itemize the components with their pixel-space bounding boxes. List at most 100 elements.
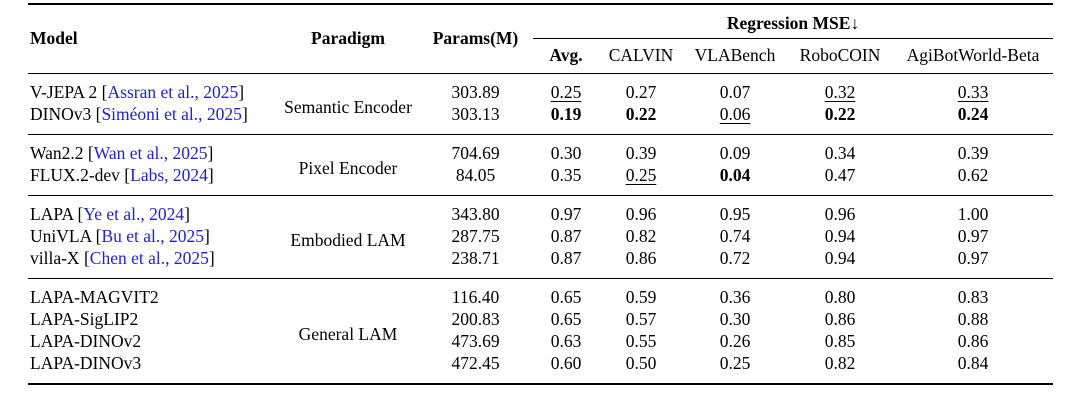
citation-open-bracket: [ [95, 226, 102, 246]
mse-cell-calvin: 0.39 [599, 133, 683, 165]
table-row: LAPA-DINOv3 472.45 0.60 0.50 0.25 0.82 0.84 [28, 353, 1053, 384]
mse-cell-robocoin: 0.34 [787, 133, 893, 165]
citation-close-bracket: ] [208, 248, 215, 268]
table-row: LAPA-DINOv2 473.69 0.63 0.55 0.26 0.85 0.86 [28, 331, 1053, 353]
table-row: Wan2.2 [Wan et al., 2025] Pixel Encoder 70… [28, 133, 1054, 195]
header-row-top: Model Paradigm Params(M) Regression MSE↓ [28, 4, 1054, 48]
model-name: Wan2.2 [30, 143, 84, 163]
table-row: V-JEPA 2 [Assran et al., 2025] Semantic E… [28, 72, 1054, 134]
mse-cell-calvin: 0.82 [625, 226, 657, 246]
model-cell: LAPA-MAGVIT2 [28, 277, 278, 309]
mse-cell-agibotworld-beta: 0.97 [957, 248, 989, 268]
params-cell: 303.89 [418, 72, 533, 104]
mse-cell-calvin: 0.55 [625, 331, 657, 351]
column-header-regression-mse: Regression MSE↓ [533, 4, 1054, 39]
mse-cell-robocoin: 0.47 [824, 165, 856, 185]
mse-cell-calvin: 0.86 [625, 248, 657, 268]
citation-link[interactable]: Assran et al., 2025 [107, 82, 239, 102]
citation-link[interactable]: Ye et al., 2024 [83, 204, 185, 224]
citation-open-bracket: [ [87, 143, 94, 163]
mse-cell-calvin: 0.96 [599, 194, 683, 226]
table-row: UniVLA [Bu et al., 2025] 287.75 0.87 0.82 0.… [28, 226, 1053, 248]
params-cell: 287.75 [451, 226, 500, 246]
results-table: Model Paradigm Params(M) Regression MSE↓… [28, 3, 1054, 385]
citation-open-bracket: [ [101, 82, 108, 102]
params-cell: 84.05 [455, 165, 496, 185]
mse-cell-calvin: 0.50 [625, 353, 657, 373]
mse-cell-robocoin: 0.94 [824, 226, 856, 246]
params-cell: 704.69 [418, 133, 533, 165]
column-header-vlabench: VLABench [694, 45, 776, 65]
model-name: LAPA-SigLIP2 [30, 309, 139, 329]
mse-cell-robocoin: 0.85 [824, 331, 856, 351]
model-name: LAPA-MAGVIT2 [30, 287, 159, 307]
mse-cell-calvin: 0.22 [625, 104, 657, 124]
mse-cell-robocoin: 0.96 [787, 194, 893, 226]
citation-open-bracket: [ [124, 165, 131, 185]
mse-cell-robocoin: 0.82 [824, 353, 856, 373]
mse-cell-avg: 0.35 [550, 165, 582, 185]
mse-cell-avg: 0.19 [550, 104, 582, 124]
model-name: DINOv3 [30, 104, 92, 124]
citation-link[interactable]: Labs, 2024 [130, 165, 208, 185]
mse-cell-avg: 0.25 [533, 72, 599, 104]
mse-cell-robocoin: 0.86 [824, 309, 856, 329]
citation-link[interactable]: Chen et al., 2025 [89, 248, 209, 268]
mse-cell-robocoin: 0.32 [787, 72, 893, 104]
citation-open-bracket: [ [83, 248, 90, 268]
mse-cell-calvin: 0.59 [599, 277, 683, 309]
mse-cell-vlabench: 0.09 [683, 133, 787, 165]
citation-close-bracket: ] [204, 226, 210, 246]
mse-cell-avg: 0.30 [533, 133, 599, 165]
column-header-params: Params(M) [432, 28, 519, 49]
column-header-model: Model [30, 28, 78, 49]
model-name: LAPA-DINOv3 [30, 353, 142, 373]
table-row: villa-X [Chen et al., 2025] 238.71 0.87 0.8… [28, 248, 1053, 279]
citation-close-bracket: ] [238, 82, 245, 102]
model-cell: FLUX.2-dev [Labs, 2024] [28, 165, 278, 196]
mse-cell-agibotworld-beta: 0.86 [957, 331, 989, 351]
mse-cell-vlabench: 0.30 [719, 309, 751, 329]
mse-cell-avg: 0.65 [550, 309, 582, 329]
citation-close-bracket: ] [241, 104, 248, 124]
params-cell: 343.80 [418, 194, 533, 226]
model-cell: UniVLA [Bu et al., 2025] [28, 226, 278, 248]
citation-link[interactable]: Wan et al., 2025 [93, 143, 208, 163]
table-body: V-JEPA 2 [Assran et al., 2025] Semantic E… [28, 72, 1054, 384]
mse-cell-vlabench: 0.06 [719, 104, 751, 124]
header-row-sub: Avg. CALVIN VLABench RoboCOIN AgiBotWorl… [28, 38, 1053, 73]
mse-cell-avg: 0.87 [550, 226, 582, 246]
column-header-paradigm: Paradigm [311, 28, 385, 49]
mse-cell-vlabench: 0.25 [719, 353, 751, 373]
mse-cell-calvin: 0.25 [625, 165, 657, 185]
paradigm-cell: Embodied LAM [278, 194, 418, 278]
model-cell: LAPA [Ye et al., 2024] [28, 194, 278, 226]
mse-cell-vlabench: 0.95 [683, 194, 787, 226]
model-cell: villa-X [Chen et al., 2025] [28, 248, 278, 279]
mse-cell-agibotworld-beta: 0.83 [893, 277, 1054, 309]
mse-cell-robocoin: 0.22 [824, 104, 856, 124]
citation-link[interactable]: Bu et al., 2025 [101, 226, 205, 246]
citation-link[interactable]: Siméoni et al., 2025 [101, 104, 242, 124]
paradigm-cell: General LAM [278, 277, 418, 384]
citation-close-bracket: ] [207, 165, 214, 185]
citation-open-bracket: [ [95, 104, 102, 124]
citation-close-bracket: ] [184, 204, 190, 224]
params-cell: 473.69 [451, 331, 500, 351]
model-name: V-JEPA 2 [30, 82, 98, 102]
model-cell: LAPA-SigLIP2 [28, 309, 278, 331]
mse-cell-avg: 0.87 [550, 248, 582, 268]
mse-cell-vlabench: 0.04 [719, 165, 751, 185]
model-name: LAPA [30, 204, 74, 224]
table-header: Model Paradigm Params(M) Regression MSE↓… [28, 4, 1054, 73]
model-name: villa-X [30, 248, 80, 268]
citation-close-bracket: ] [207, 143, 214, 163]
table-row: LAPA [Ye et al., 2024] Embodied LAM 343.80… [28, 194, 1054, 278]
column-header-agibotworld-beta: AgiBotWorld-Beta [906, 45, 1040, 65]
mse-cell-avg: 0.65 [533, 277, 599, 309]
paradigm-cell: Pixel Encoder [278, 133, 418, 195]
mse-cell-avg: 0.97 [533, 194, 599, 226]
model-name: LAPA-DINOv2 [30, 331, 142, 351]
mse-cell-vlabench: 0.26 [719, 331, 751, 351]
table-row: FLUX.2-dev [Labs, 2024] 84.05 0.35 0.25 0.04… [28, 165, 1053, 196]
